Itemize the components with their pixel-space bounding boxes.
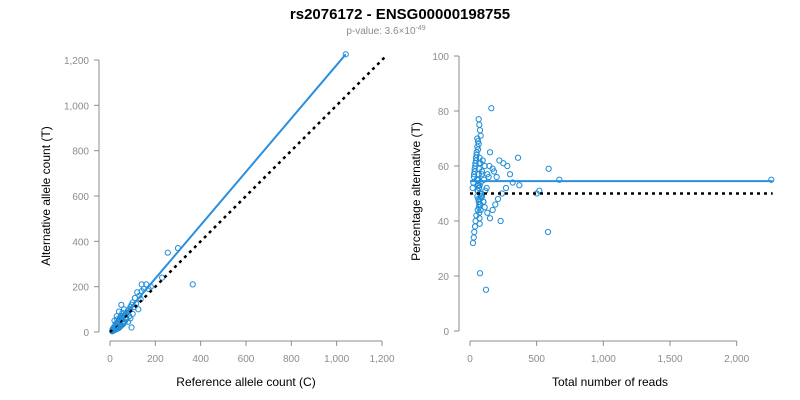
y-tick-label: 100 [432,52,449,63]
y-axis-label: Percentage alternative (T) [409,122,423,261]
regression-fit-line [111,53,347,331]
data-point [493,173,500,181]
p-value-subtitle: p-value: 3.6×10-49 [346,25,425,37]
data-point [489,206,496,214]
data-point [482,286,490,293]
y-tick-label: 0 [83,328,89,339]
x-tick-label: 1,500 [657,354,682,365]
data-point [475,116,482,123]
data-point [189,281,196,288]
data-point [545,165,552,172]
data-point [476,270,484,277]
data-point [484,209,491,216]
data-point [159,274,166,281]
y-tick-label: 0 [443,327,449,338]
data-point [120,306,128,313]
data-point [470,234,477,241]
left-scatter-panel: 0 200 400 600 800 1,000 1,200 0 200 400 600 800 1,00… [39,51,395,389]
data-point [476,220,483,227]
p-value-text: p-value: 3.6×10 [346,26,416,37]
y-tick-label: 600 [72,192,89,203]
data-point [544,228,552,236]
x-tick-label: 0 [467,354,473,365]
data-point [164,249,171,256]
data-point [109,326,116,333]
data-point [342,51,349,58]
data-point [128,324,135,331]
x-tick-label: 2,000 [724,354,749,365]
data-point [516,182,523,189]
x-tick-label: 1,200 [369,354,394,365]
right-scatter-panel: 0 500 1,000 1,500 2,000 0 20 40 60 80 100 Total num… [409,52,775,389]
data-point [475,171,482,178]
data-point [481,162,488,170]
x-axis-label: Reference allele count (C) [176,375,315,389]
data-point [476,121,483,128]
data-point [506,171,514,178]
y-axis-label: Alternative allele count (T) [39,126,53,265]
p-value-exponent: -49 [416,25,426,32]
data-point [478,171,485,178]
data-point [476,127,484,134]
data-point [476,154,483,161]
y-tick-label: 40 [438,217,450,228]
data-point [138,281,145,288]
data-point [768,176,775,183]
y-tick-label: 400 [72,237,89,248]
data-point [469,239,477,247]
data-point [469,184,476,192]
data-point [502,184,510,192]
data-point [514,154,522,161]
data-point [118,301,125,308]
data-point [488,105,495,112]
data-point [496,157,503,164]
y-tick-label: 80 [438,107,450,118]
data-point [492,201,499,208]
x-tick-label: 800 [283,354,300,365]
x-tick-label: 600 [238,354,255,365]
data-point [486,162,493,170]
data-point [471,228,478,236]
y-tick-label: 1,200 [64,56,89,67]
x-tick-label: 500 [528,354,545,365]
data-point [494,195,502,203]
y-tick-label: 60 [438,162,450,173]
y-tick-label: 800 [72,147,89,158]
y-tick-label: 1,000 [64,101,89,112]
x-tick-label: 400 [192,354,209,365]
x-tick-label: 1,000 [591,354,616,365]
data-point [135,306,142,313]
data-point [556,176,563,183]
y-tick-label: 200 [72,283,89,294]
x-tick-label: 200 [147,354,164,365]
data-point [497,217,504,225]
data-point [486,149,494,156]
chart-title: rs2076172 - ENSG00000198755 [290,6,510,23]
data-point [134,289,141,296]
x-tick-label: 1,000 [324,354,349,365]
x-axis-label: Total number of reads [552,375,668,389]
data-point [477,132,484,139]
y-tick-label: 20 [438,272,450,283]
x-tick-label: 0 [107,354,113,365]
reference-dotted-line [109,55,387,333]
data-point [486,215,494,222]
data-point [509,179,516,186]
